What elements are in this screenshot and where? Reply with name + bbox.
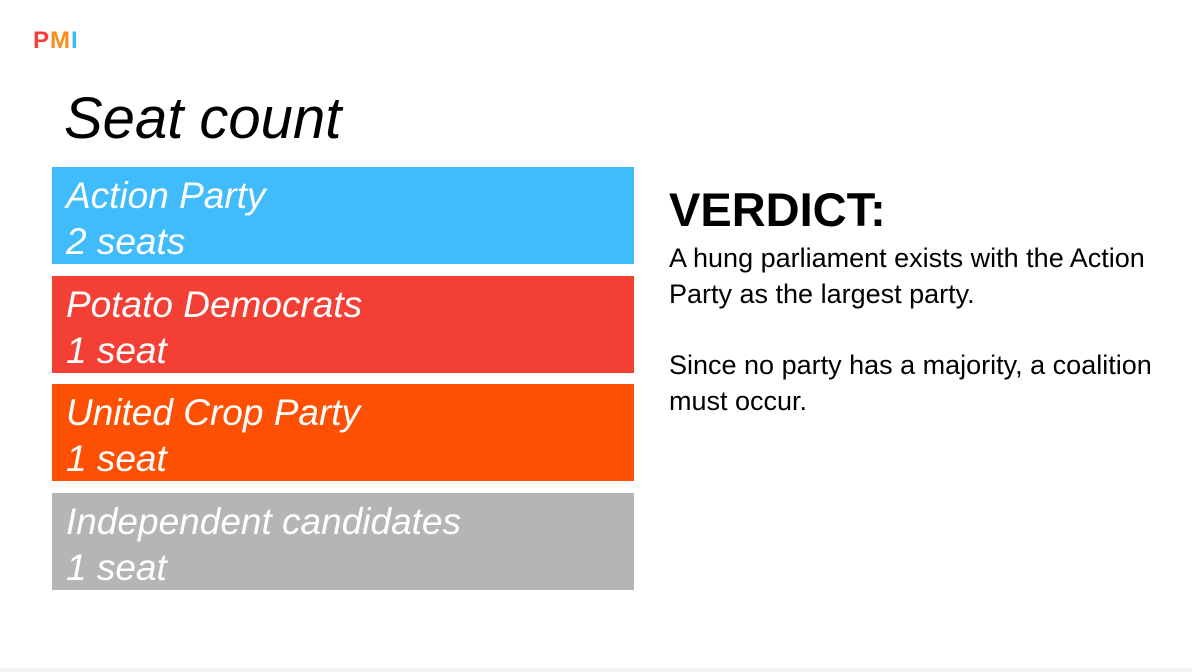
bottom-strip [0, 668, 1192, 672]
party-box-united-crop-party: United Crop Party 1 seat [52, 384, 634, 481]
party-box-potato-democrats: Potato Democrats 1 seat [52, 276, 634, 373]
party-name: United Crop Party [66, 392, 361, 433]
verdict-heading: VERDICT: [669, 183, 886, 236]
party-name: Potato Democrats [66, 284, 363, 325]
party-seat-count: 2 seats [66, 221, 186, 262]
party-box-independent-candidates: Independent candidates 1 seat [52, 493, 634, 590]
verdict-paragraph-2: Since no party has a majority, a coaliti… [669, 350, 1152, 416]
logo-letter-p: P [33, 27, 51, 54]
party-seat-count: 1 seat [66, 438, 167, 479]
party-seat-count: 1 seat [66, 547, 167, 588]
logo-letter-i: I [71, 27, 79, 54]
pmi-logo: PMI [33, 29, 79, 53]
party-box-action-party: Action Party 2 seats [52, 167, 634, 264]
party-name: Independent candidates [66, 501, 462, 542]
party-name: Action Party [66, 175, 266, 216]
verdict-paragraph-1: A hung parliament exists with the Action… [669, 243, 1145, 309]
logo-letter-m: M [50, 27, 72, 54]
party-seat-count: 1 seat [66, 330, 167, 371]
slide-title: Seat count [64, 86, 342, 151]
